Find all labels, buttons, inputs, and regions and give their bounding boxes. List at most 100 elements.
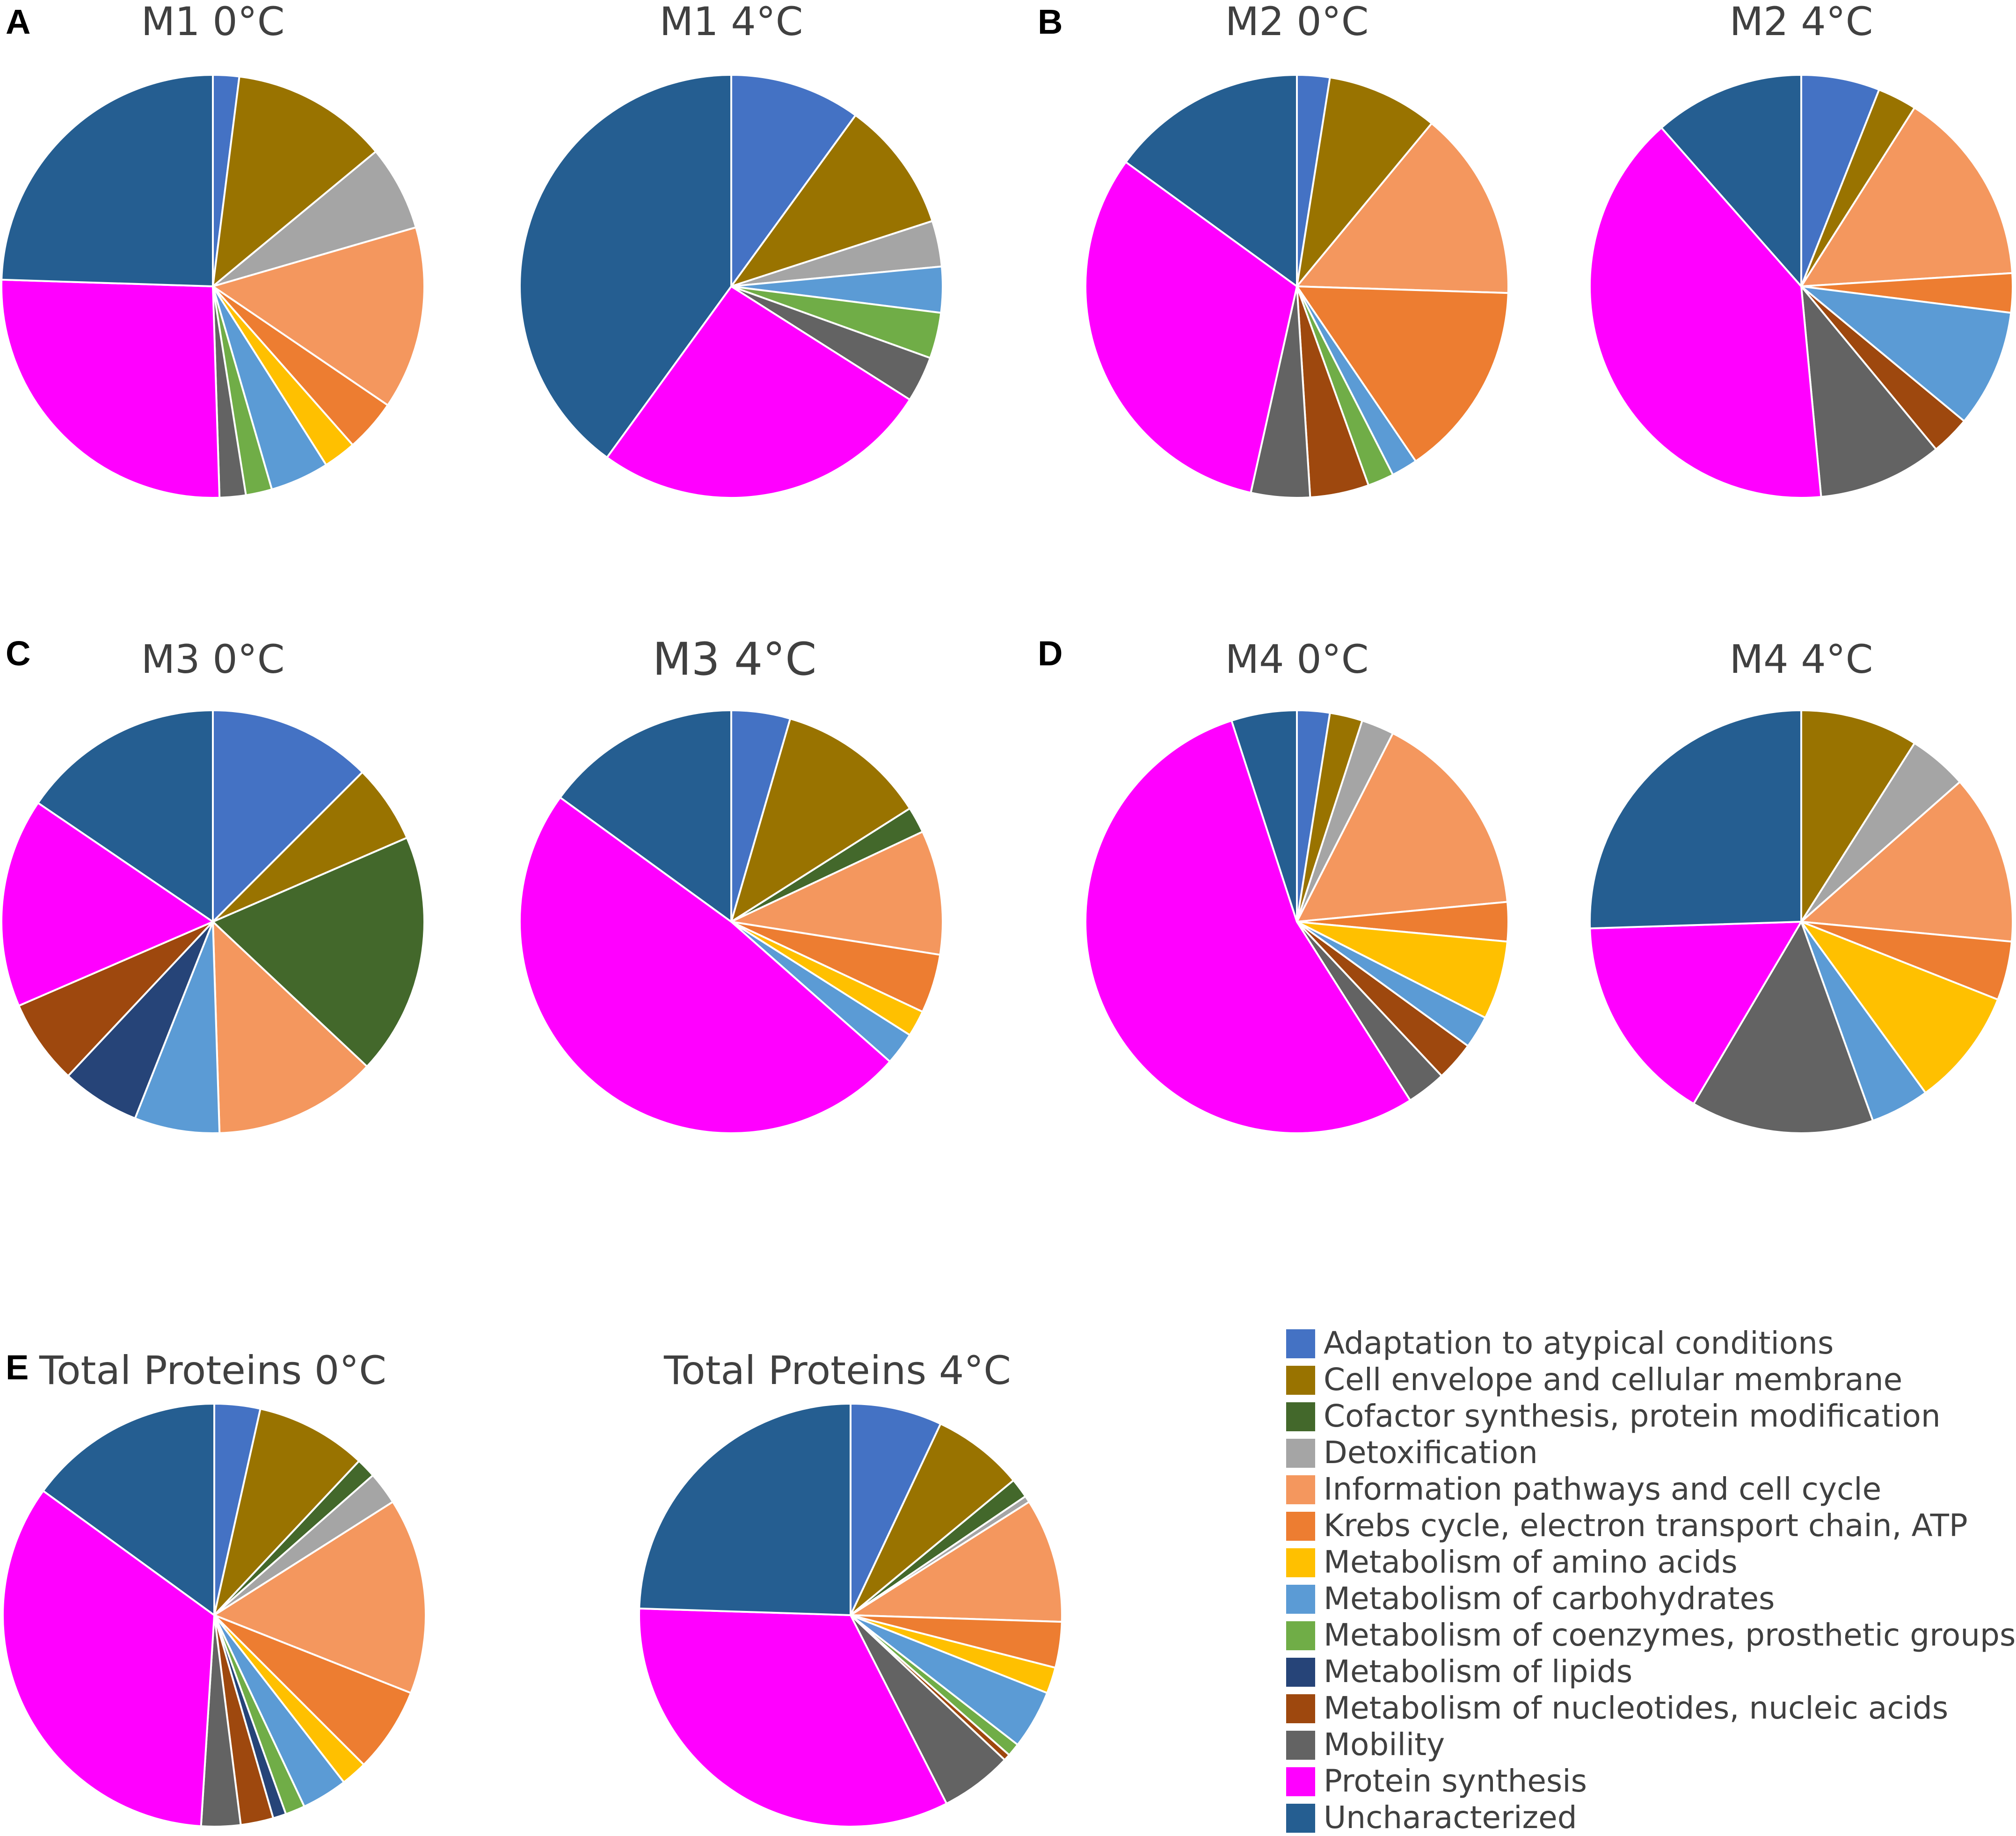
pie-title-m3-4c: M3 4°C [653,633,817,685]
pie-slice-protein-synthesis [1589,921,1802,1105]
pie-slice-metabolism-of-carbohydrates [134,921,221,1134]
pie-slice-cell-envelope-and-cellular-membrane [213,1407,360,1616]
pie-slice-cell-envelope-and-cellular-membrane [730,717,911,923]
legend-label-metabolism-of-nucleotides-nucleic-acids: Metabolism of nucleotides, nucleic acids [1324,1690,1948,1726]
pie-slice-information-pathways-and-cell-cycle [1800,781,2014,943]
pie-slice-metabolism-of-amino-acids [1800,921,1999,1094]
pie-slice-cell-envelope-and-cellular-membrane [850,1423,1015,1616]
pie-slice-information-pathways-and-cell-cycle [1800,107,2014,287]
legend-swatch-cell-envelope-and-cellular-membrane [1286,1366,1315,1395]
pie-slice-protein-synthesis [638,1607,948,1828]
pie-title-m4-0c: M4 0°C [1225,636,1369,682]
pie-slice-uncharacterized [37,709,214,923]
pie-slice-krebs-cycle-electron-transport-chain-atp [213,1614,412,1766]
panel-letter-d: D [1038,634,1063,673]
pie-m4-0c [1084,709,1509,1134]
legend-swatch-krebs-cycle-electron-transport-chain-atp [1286,1512,1315,1541]
legend-swatch-mobility [1286,1731,1315,1760]
legend-swatch-metabolism-of-lipids [1286,1658,1315,1687]
legend-label-mobility: Mobility [1324,1727,1445,1763]
legend-swatch-metabolism-of-carbohydrates [1286,1585,1315,1614]
pie-slice-mobility [850,1614,1006,1805]
legend-label-metabolism-of-carbohydrates: Metabolism of carbohydrates [1324,1581,1775,1617]
pie-title-total-4c: Total Proteins 4°C [663,1348,1011,1393]
pie-slice-cofactor-synthesis-protein-modification [212,837,425,1068]
pie-title-m2-4c: M2 4°C [1730,0,1873,44]
pie-slice-uncharacterized [638,1403,852,1616]
pie-slice-uncharacterized [1125,74,1298,287]
pie-title-m4-4c: M4 4°C [1730,636,1873,682]
pie-slice-cell-envelope-and-cellular-membrane [212,771,408,923]
pie-slice-mobility [1800,285,1937,498]
legend-label-adaptation-to-atypical-conditions: Adaptation to atypical conditions [1324,1325,1834,1361]
panel-letter-a: A [6,2,30,41]
pie-slice-information-pathways-and-cell-cycle [213,1501,427,1694]
pie-title-m3-0c: M3 0°C [141,636,285,682]
pie-slice-adaptation-to-atypical-conditions [212,709,364,923]
pie-slice-adaptation-to-atypical-conditions [850,1403,942,1616]
pie-slice-uncharacterized [1660,74,1802,287]
legend-swatch-adaptation-to-atypical-conditions [1286,1329,1315,1358]
pie-slice-detoxification [212,150,417,287]
legend-label-krebs-cycle-electron-transport-chain-atp: Krebs cycle, electron transport chain, A… [1324,1508,1968,1544]
pie-slice-cell-envelope-and-cellular-membrane [212,75,377,287]
pie-slice-protein-synthesis [1589,126,1822,499]
pie-slice-metabolism-of-carbohydrates [1800,285,2012,423]
pie-total-4c [638,1403,1063,1828]
pie-slice-information-pathways-and-cell-cycle [1296,122,1509,294]
pie-slice-mobility [1692,921,1874,1135]
legend-swatch-metabolism-of-nucleotides-nucleic-acids [1286,1694,1315,1723]
pie-slice-adaptation-to-atypical-conditions [1800,74,1880,287]
pie-slice-information-pathways-and-cell-cycle [212,226,425,407]
legend-label-cofactor-synthesis-protein-modification: Cofactor synthesis, protein modification [1324,1398,1941,1434]
pie-slice-cell-envelope-and-cellular-membrane [730,114,933,287]
pie-m4-4c [1589,709,2014,1135]
pie-slice-protein-synthesis [518,796,891,1134]
pie-slice-metabolism-of-nucleotides-nucleic-acids [18,921,214,1077]
legend-label-information-pathways-and-cell-cycle: Information pathways and cell cycle [1324,1471,1881,1507]
pie-title-total-0c: Total Proteins 0°C [39,1348,386,1393]
pie-m3-4c [518,709,944,1134]
pie-m2-4c [1589,74,2014,499]
legend-label-metabolism-of-coenzymes-prosthetic-groups: Metabolism of coenzymes, prosthetic grou… [1324,1617,2016,1653]
pie-title-m1-0c: M1 0°C [141,0,285,44]
pie-slice-protein-synthesis [1084,720,1412,1134]
pie-slice-uncharacterized [519,74,732,459]
pie-slice-uncharacterized [559,709,732,923]
pie-slice-krebs-cycle-electron-transport-chain-atp [1296,285,1509,462]
legend-label-cell-envelope-and-cellular-membrane: Cell envelope and cellular membrane [1324,1362,1902,1398]
pie-slice-information-pathways-and-cell-cycle [1296,732,1508,923]
legend-label-detoxification: Detoxification [1324,1435,1538,1471]
pie-slice-uncharacterized [1230,709,1298,923]
pie-slice-uncharacterized [0,74,214,287]
legend-label-metabolism-of-amino-acids: Metabolism of amino acids [1324,1544,1738,1580]
legend-label-uncharacterized: Uncharacterized [1324,1800,1577,1836]
pie-slice-cell-envelope-and-cellular-membrane [1800,709,1916,923]
pie-m3-0c [0,709,425,1134]
pie-total-0c [2,1403,427,1828]
pie-title-m1-4c: M1 4°C [660,0,803,44]
pie-slice-metabolism-of-lipids [67,921,214,1120]
legend-swatch-uncharacterized [1286,1804,1315,1833]
pie-slice-information-pathways-and-cell-cycle [850,1501,1063,1623]
pie-slice-metabolism-of-amino-acids [1296,921,1508,1019]
pie-m1-4c [519,74,944,499]
legend-swatch-detoxification [1286,1439,1315,1468]
pie-slice-uncharacterized [1589,709,1802,930]
panel-letter-c: C [6,634,30,673]
pie-slice-protein-synthesis [606,285,911,499]
pie-slice-information-pathways-and-cell-cycle [730,831,944,956]
legend-swatch-cofactor-synthesis-protein-modification [1286,1402,1315,1431]
pie-m2-0c [1084,74,1509,499]
pie-slice-protein-synthesis [0,278,221,499]
pie-slice-uncharacterized [42,1403,215,1616]
legend-label-protein-synthesis: Protein synthesis [1324,1763,1587,1799]
pie-slice-cell-envelope-and-cellular-membrane [1296,76,1433,287]
legend-label-metabolism-of-lipids: Metabolism of lipids [1324,1654,1632,1690]
legend-swatch-metabolism-of-amino-acids [1286,1548,1315,1577]
panel-letter-b: B [1038,2,1063,41]
pie-slice-protein-synthesis [1084,161,1298,494]
pie-slice-protein-synthesis [2,1490,215,1828]
